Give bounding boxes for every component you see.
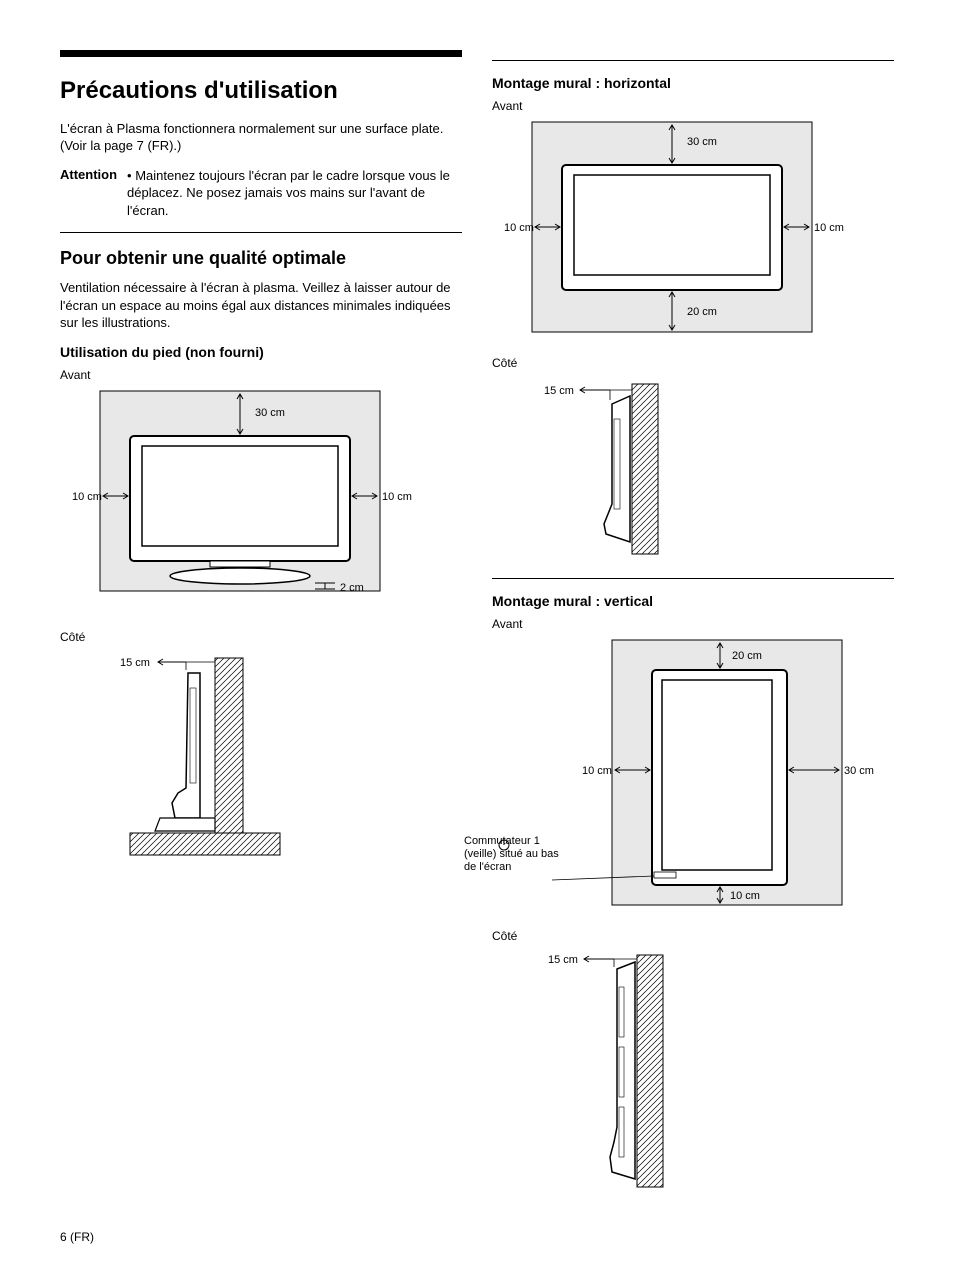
page-number: 6 (FR) <box>60 1230 94 1244</box>
figure-stand-front: Avant 3 <box>60 368 462 616</box>
attention-block: Attention • Maintenez toujours l'écran p… <box>60 167 462 220</box>
diagram-stand-side: 15 cm <box>60 648 320 868</box>
diagram-wallh-side: 15 cm <box>492 374 712 564</box>
right-top-rule <box>492 60 894 61</box>
figure-wallh-side: Côté 15 cm <box>492 356 894 564</box>
power-switch-label: Commutateur 1 (veille) situé au bas de l… <box>464 835 564 875</box>
figure-label-side: Côté <box>60 630 462 644</box>
wall-horizontal-title: Montage mural : horizontal <box>492 75 894 91</box>
figure-wallv-front: Avant 20 cm 10 cm 30 cm 10 cm <box>492 617 894 915</box>
figure-label-side-3: Côté <box>492 929 894 943</box>
svg-text:2 cm: 2 cm <box>340 582 364 594</box>
svg-text:30 cm: 30 cm <box>255 407 285 419</box>
wall-vertical-title: Montage mural : vertical <box>492 593 894 609</box>
diagram-wallh-front: 30 cm 10 cm 10 cm 20 cm <box>492 117 852 342</box>
figure-label-front-3: Avant <box>492 617 894 631</box>
figure-wallh-front: Avant 30 cm 10 cm 10 cm 20 cm <box>492 99 894 342</box>
svg-text:30 cm: 30 cm <box>687 136 717 148</box>
diagram-wallv-side: 15 cm <box>492 947 722 1197</box>
svg-text:10 cm: 10 cm <box>504 222 534 234</box>
figure-label-front: Avant <box>60 368 462 382</box>
section-rule <box>60 232 462 233</box>
figure-wallv-side: Côté 15 cm <box>492 929 894 1197</box>
figure-label-front-2: Avant <box>492 99 894 113</box>
svg-text:10 cm: 10 cm <box>814 222 844 234</box>
right-mid-rule <box>492 578 894 579</box>
right-column: Montage mural : horizontal Avant 30 cm 1… <box>492 50 894 1211</box>
svg-text:30 cm: 30 cm <box>844 765 874 777</box>
svg-text:10 cm: 10 cm <box>582 765 612 777</box>
attention-body: • Maintenez toujours l'écran par le cadr… <box>127 167 462 220</box>
ventilation-paragraph: Ventilation nécessaire à l'écran à plasm… <box>60 279 462 332</box>
svg-text:15 cm: 15 cm <box>120 657 150 669</box>
page-title: Précautions d'utilisation <box>60 77 462 106</box>
left-column: Précautions d'utilisation L'écran à Plas… <box>60 50 462 1211</box>
svg-text:10 cm: 10 cm <box>382 491 412 503</box>
intro-paragraph: L'écran à Plasma fonctionnera normalemen… <box>60 120 462 155</box>
figure-label-side-2: Côté <box>492 356 894 370</box>
attention-label: Attention <box>60 167 117 220</box>
svg-text:20 cm: 20 cm <box>687 306 717 318</box>
stand-title: Utilisation du pied (non fourni) <box>60 344 462 360</box>
heading-rule <box>60 50 462 57</box>
figure-stand-side: Côté <box>60 630 462 868</box>
svg-text:10 cm: 10 cm <box>72 491 102 503</box>
svg-text:20 cm: 20 cm <box>732 650 762 662</box>
diagram-stand-front: 30 cm 10 cm 10 cm 2 cm <box>60 386 420 616</box>
subheading-quality: Pour obtenir une qualité optimale <box>60 247 462 270</box>
svg-text:15 cm: 15 cm <box>544 385 574 397</box>
svg-text:10 cm: 10 cm <box>730 890 760 902</box>
power-switch-text: Commutateur 1 (veille) situé au bas de l… <box>464 835 559 873</box>
svg-text:15 cm: 15 cm <box>548 954 578 966</box>
